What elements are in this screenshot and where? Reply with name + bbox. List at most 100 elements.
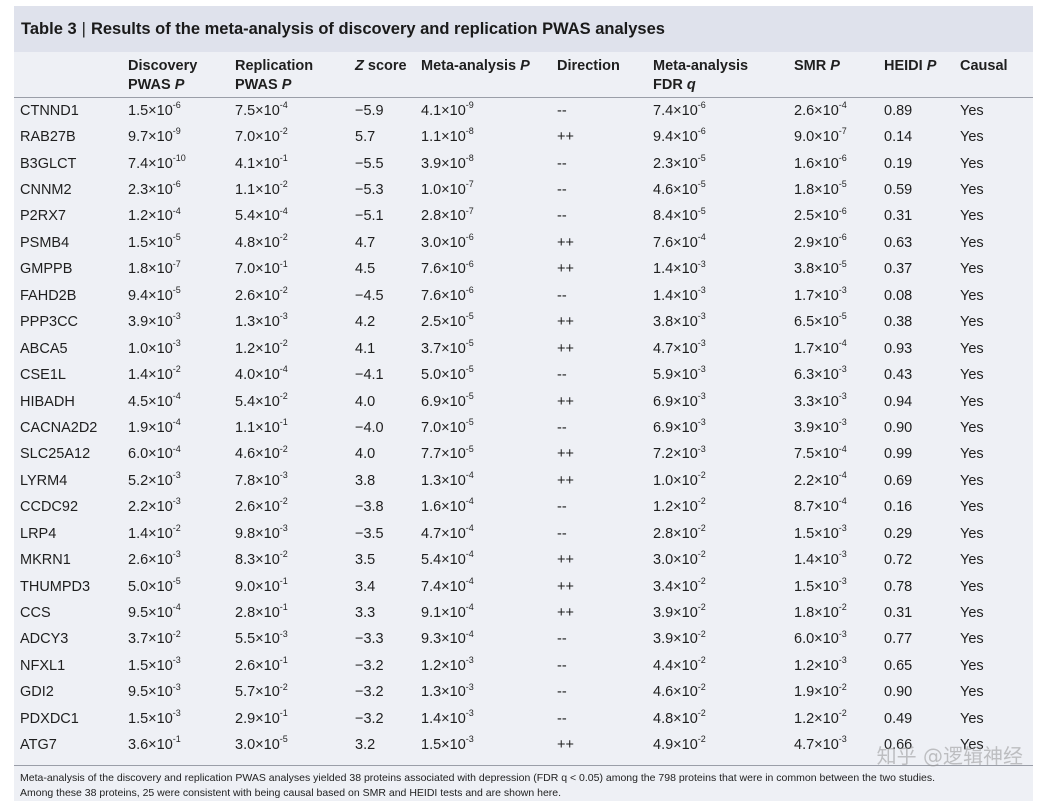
table-row: P2RX7 1.2×10-4 5.4×10-4 −5.1 2.8×10-7 -- 8.4×1… <box>14 203 1033 229</box>
value-mantissa: 4.8×10 <box>235 234 280 251</box>
cell-replication-p: 2.6×10-2 <box>235 283 355 309</box>
value-mantissa: 1.6×10 <box>794 155 839 172</box>
value-exponent: -4 <box>465 470 474 481</box>
cell-causal: Yes <box>960 468 1033 494</box>
cell-direction: -- <box>557 679 653 705</box>
cell-z-score: −3.3 <box>355 626 421 652</box>
value-mantissa: 6.9×10 <box>653 393 698 410</box>
cell-replication-p: 7.8×10-3 <box>235 468 355 494</box>
value-exponent: -3 <box>838 364 847 375</box>
cell-direction: -- <box>557 521 653 547</box>
value-mantissa: 5.0×10 <box>128 578 173 595</box>
value-exponent: -2 <box>279 337 288 348</box>
value-text: Yes <box>960 657 984 674</box>
table-row: CACNA2D2 1.9×10-4 1.1×10-1 −4.0 7.0×10-5 -- 6.… <box>14 415 1033 441</box>
cell-heidi-p: 0.59 <box>884 177 960 203</box>
table-row: NFXL1 1.5×10-3 2.6×10-1 −3.2 1.2×10-3 -- 4.4×1… <box>14 653 1033 679</box>
value-exponent: -4 <box>838 496 847 507</box>
cell-heidi-p: 0.38 <box>884 309 960 335</box>
value-exponent: -1 <box>279 417 288 428</box>
cell-fdr-q: 4.7×10-3 <box>653 335 794 361</box>
cell-gene: RAB27B <box>14 124 128 150</box>
value-text: ++ <box>557 340 574 357</box>
cell-replication-p: 1.1×10-2 <box>235 177 355 203</box>
value-exponent: -4 <box>172 205 181 216</box>
value-mantissa: 9.5×10 <box>128 605 173 622</box>
value-text: Yes <box>960 684 984 701</box>
value-text: ++ <box>557 446 574 463</box>
cell-discovery-p: 3.9×10-3 <box>128 309 235 335</box>
cell-discovery-p: 9.4×10-5 <box>128 283 235 309</box>
cell-heidi-p: 0.66 <box>884 732 960 758</box>
cell-meta-p: 1.6×10-4 <box>421 494 557 520</box>
cell-discovery-p: 2.3×10-6 <box>128 177 235 203</box>
value-mantissa: 2.3×10 <box>653 155 698 172</box>
cell-replication-p: 2.6×10-1 <box>235 653 355 679</box>
results-table: Discovery PWAS P Replication PWAS P Z sc… <box>14 52 1033 758</box>
value-text: Yes <box>960 234 984 251</box>
cell-discovery-p: 5.0×10-5 <box>128 573 235 599</box>
value-text: 5.7 <box>355 129 376 146</box>
value-exponent: -1 <box>279 602 288 613</box>
header-heidi-text: HEIDI <box>884 58 927 74</box>
cell-direction: ++ <box>557 230 653 256</box>
cell-meta-p: 5.4×10-4 <box>421 547 557 573</box>
value-mantissa: 6.9×10 <box>653 419 698 436</box>
cell-fdr-q: 6.9×10-3 <box>653 415 794 441</box>
value-exponent: -1 <box>279 258 288 269</box>
cell-smr-p: 6.0×10-3 <box>794 626 884 652</box>
value-exponent: -5 <box>465 443 474 454</box>
value-exponent: -9 <box>465 99 474 110</box>
cell-gene: FAHD2B <box>14 283 128 309</box>
value-exponent: -5 <box>465 390 474 401</box>
cell-direction: ++ <box>557 309 653 335</box>
value-text: 0.90 <box>884 684 913 701</box>
value-mantissa: 5.4×10 <box>421 552 466 569</box>
value-text: CSE1L <box>20 367 66 384</box>
value-exponent: -2 <box>279 390 288 401</box>
cell-smr-p: 3.3×10-3 <box>794 388 884 414</box>
value-mantissa: 8.4×10 <box>653 208 698 225</box>
cell-heidi-p: 0.19 <box>884 150 960 176</box>
value-mantissa: 1.0×10 <box>421 182 466 199</box>
cell-gene: HIBADH <box>14 388 128 414</box>
value-text: Yes <box>960 605 984 622</box>
value-text: −4.5 <box>355 287 384 304</box>
value-mantissa: 3.0×10 <box>421 234 466 251</box>
cell-fdr-q: 6.9×10-3 <box>653 388 794 414</box>
value-text: Yes <box>960 340 984 357</box>
header-replication-line2: PWAS <box>235 77 282 93</box>
value-exponent: -3 <box>697 417 706 428</box>
cell-smr-p: 1.4×10-3 <box>794 547 884 573</box>
value-text: Yes <box>960 499 984 516</box>
value-text: 0.19 <box>884 155 913 172</box>
table-row: ATG7 3.6×10-1 3.0×10-5 3.2 1.5×10-3 ++ 4.9×10-… <box>14 732 1033 758</box>
value-text: 4.0 <box>355 446 376 463</box>
value-mantissa: 3.8×10 <box>794 261 839 278</box>
cell-z-score: −3.5 <box>355 521 421 547</box>
value-exponent: -2 <box>697 655 706 666</box>
value-exponent: -2 <box>838 707 847 718</box>
cell-causal: Yes <box>960 362 1033 388</box>
value-exponent: -3 <box>838 417 847 428</box>
cell-smr-p: 1.5×10-3 <box>794 573 884 599</box>
value-mantissa: 9.7×10 <box>128 129 173 146</box>
value-text: 0.37 <box>884 261 913 278</box>
value-exponent: -2 <box>279 126 288 137</box>
value-mantissa: 6.0×10 <box>128 446 173 463</box>
cell-fdr-q: 2.8×10-2 <box>653 521 794 547</box>
value-text: Yes <box>960 552 984 569</box>
cell-z-score: 3.8 <box>355 468 421 494</box>
value-exponent: -2 <box>697 602 706 613</box>
value-exponent: -4 <box>465 575 474 586</box>
table-label: Table 3 <box>21 19 77 38</box>
value-text: 0.89 <box>884 102 913 119</box>
value-text: CACNA2D2 <box>20 419 98 436</box>
cell-gene: P2RX7 <box>14 203 128 229</box>
value-exponent: -4 <box>838 470 847 481</box>
value-text: 0.94 <box>884 393 913 410</box>
value-text: 4.5 <box>355 261 376 278</box>
value-text: 3.2 <box>355 737 376 754</box>
table-row: LYRM4 5.2×10-3 7.8×10-3 3.8 1.3×10-4 ++ 1.0×10… <box>14 468 1033 494</box>
value-text: CNNM2 <box>20 182 72 199</box>
